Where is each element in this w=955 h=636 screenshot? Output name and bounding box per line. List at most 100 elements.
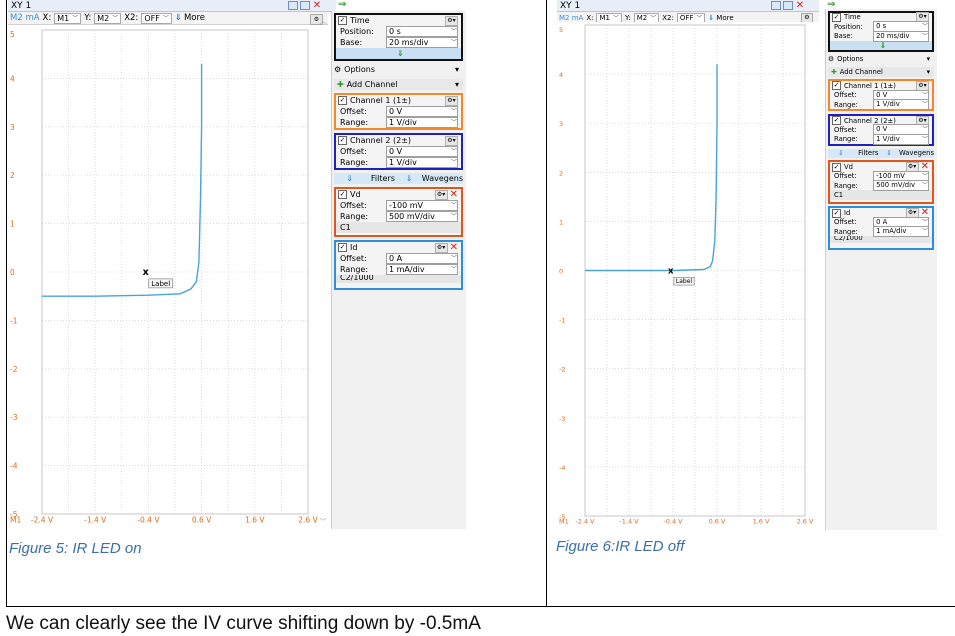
add-channel-button[interactable]: ✚ Add Channel ▾ <box>334 79 463 90</box>
time-apply-row[interactable]: ⇓ <box>336 48 461 59</box>
xy-plot-area[interactable]: 5 4 3 2 1 0 -1 -2 -3 -4 -5 -2.4 V -1.4 V -0.4 V 0.6 V 1… <box>8 25 328 529</box>
download-arrow-icon: ⇓ <box>174 12 182 23</box>
time-apply-row[interactable]: ⇓ <box>830 40 932 51</box>
options-label: Options <box>344 65 376 74</box>
filters-button[interactable]: ⇓ Filters <box>828 149 881 158</box>
time-position-label: Position: <box>340 27 374 36</box>
close-icon[interactable]: ✕ <box>449 241 458 253</box>
more-button[interactable]: ⇓ More <box>708 12 733 25</box>
chevron-down-icon: ﹀ <box>162 14 169 22</box>
y-tick-label: -4 <box>559 464 565 472</box>
close-icon[interactable]: ✕ <box>920 161 929 173</box>
close-icon[interactable]: ✕ <box>449 188 458 200</box>
table-border-bottom <box>6 606 955 607</box>
vd-source-row[interactable]: C1 <box>336 222 461 233</box>
wavegens-button[interactable]: ⇓ Wavegens <box>881 149 934 158</box>
time-base-field[interactable]: 20 ms/div ﹀ <box>386 37 458 48</box>
wavegens-button[interactable]: ⇓ Wavegens <box>399 173 463 184</box>
channel-settings-icon[interactable]: ⚙▾ <box>445 135 458 146</box>
id-source-row[interactable]: C2/1000 <box>830 236 932 243</box>
xy-plot-area[interactable]: 5 4 3 2 1 0 -1 -2 -3 -4 -5 -2.4 V -1.4 V -0.4 V 0.6 V 1… <box>557 22 819 530</box>
vd-range-field[interactable]: 500 mV/div ﹀ <box>873 180 929 192</box>
y-tick-label: -3 <box>559 415 565 423</box>
time-position-value: 0 s <box>876 22 887 31</box>
channel-settings-icon[interactable]: ⚙▾ <box>445 95 458 106</box>
checkbox[interactable]: ✓ <box>338 136 347 145</box>
channel-2-offset-value: 0 V <box>876 125 888 134</box>
table-border-middle <box>546 0 547 607</box>
close-icon[interactable]: ✕ <box>920 207 929 219</box>
window-titlebar: XY 1 ✕ <box>8 0 336 12</box>
channel-1-range-field[interactable]: 1 V/div ﹀ <box>386 117 458 128</box>
x-source-value: M1 <box>57 13 70 23</box>
dock-arrow-icon[interactable]: ⇒ <box>338 0 347 10</box>
id-source-row[interactable]: C2/1000 <box>336 275 461 283</box>
channel-1-range-field[interactable]: 1 V/div ﹀ <box>873 99 929 111</box>
more-button[interactable]: ⇓ More <box>175 12 205 25</box>
checkbox[interactable]: ✓ <box>338 190 347 199</box>
checkbox[interactable]: ✓ <box>338 243 347 252</box>
channel-settings-icon[interactable]: ⚙▾ <box>445 15 458 26</box>
dock-arrow-icon[interactable]: ⇒ <box>827 0 836 10</box>
vd-title: Vd <box>350 190 361 199</box>
x-source-select[interactable]: M1 ﹀ <box>54 12 82 24</box>
scroll-up-icon[interactable]: ︿ <box>319 17 327 25</box>
plot-scrollbar[interactable]: ︿ ﹀ <box>318 14 328 529</box>
vd-offset-field[interactable]: -100 mV ﹀ <box>386 200 458 211</box>
add-channel-button[interactable]: ✚ Add Channel ▾ <box>828 67 934 77</box>
checkbox[interactable]: ✓ <box>832 116 841 126</box>
channel-2-range-field[interactable]: 1 V/div ﹀ <box>873 133 929 145</box>
restore-button[interactable] <box>771 1 781 10</box>
x-tick-label: -1.4 V <box>619 518 639 526</box>
marker-label[interactable]: Label <box>676 278 693 285</box>
channel-1-offset-label: Offset: <box>834 91 857 100</box>
chevron-down-icon: ﹀ <box>72 14 79 22</box>
header-buttons: ⚙▾ <box>445 135 458 146</box>
y-source-select[interactable]: M2 ﹀ <box>94 12 122 24</box>
vd-source-row[interactable]: C1 <box>830 190 932 200</box>
channel-2-range-value: 1 V/div <box>389 158 417 167</box>
maximize-button[interactable] <box>783 1 793 10</box>
scroll-down-icon[interactable]: ﹀ <box>319 518 327 526</box>
options-label: Options <box>837 55 864 64</box>
checkbox[interactable]: ✓ <box>338 96 347 105</box>
time-position-field[interactable]: 0 s ﹀ <box>386 26 458 37</box>
dropdown-caret-icon: ▾ <box>926 55 930 64</box>
x2-source-label: X2: <box>124 12 139 23</box>
filters-button[interactable]: ⇓ Filters <box>334 173 399 184</box>
id-range-label: Range: <box>834 227 858 236</box>
options-button[interactable]: ⚙ Options ▾ <box>334 64 463 75</box>
vd-range-field[interactable]: 500 mV/div ﹀ <box>386 211 458 222</box>
channel-1-offset-field[interactable]: 0 V ﹀ <box>386 106 458 117</box>
checkbox[interactable]: ✓ <box>338 16 347 25</box>
checkbox[interactable]: ✓ <box>832 81 841 91</box>
time-base-field[interactable]: 20 ms/div ﹀ <box>873 30 929 42</box>
chevron-down-icon: ﹀ <box>112 14 119 22</box>
checkbox[interactable]: ✓ <box>832 12 841 22</box>
restore-button[interactable] <box>288 1 298 10</box>
cursor-marker[interactable]: x <box>668 266 674 276</box>
id-range-field[interactable]: 1 mA/div ﹀ <box>873 226 929 238</box>
checkbox[interactable]: ✓ <box>832 162 841 172</box>
channel-1-range-value: 1 V/div <box>389 118 417 127</box>
plot-settings-icon[interactable]: ⚙ <box>310 14 323 25</box>
channel-settings-icon[interactable]: ⚙▾ <box>434 242 448 253</box>
iv-curve-trace <box>42 63 203 297</box>
id-offset-field[interactable]: 0 A ﹀ <box>386 253 458 264</box>
maximize-button[interactable] <box>300 1 310 10</box>
window-titlebar: XY 1 ✕ <box>557 0 819 12</box>
xy-plot-svg: 5 4 3 2 1 0 -1 -2 -3 -4 -5 -2.4 V -1.4 V -0.4 V 0.6 V 1… <box>559 24 814 526</box>
options-button[interactable]: ⚙ Options ▾ <box>828 55 934 64</box>
channel-settings-icon[interactable]: ⚙▾ <box>434 189 448 200</box>
channel-2-range-field[interactable]: 1 V/div ﹀ <box>386 157 458 168</box>
x2-source-select[interactable]: OFF ﹀ <box>141 12 172 24</box>
channel-2-offset-field[interactable]: 0 V ﹀ <box>386 146 458 157</box>
channel-2-offset-label: Offset: <box>340 147 367 156</box>
close-icon[interactable]: ✕ <box>312 0 322 11</box>
marker-label[interactable]: Label <box>151 280 170 288</box>
close-icon[interactable]: ✕ <box>795 0 805 11</box>
checkbox[interactable]: ✓ <box>832 208 841 218</box>
time-base-row: Base: 20 ms/div ﹀ <box>336 37 461 48</box>
id-range-field[interactable]: 1 mA/div ﹀ <box>386 264 458 275</box>
cursor-marker[interactable]: x <box>143 267 149 278</box>
